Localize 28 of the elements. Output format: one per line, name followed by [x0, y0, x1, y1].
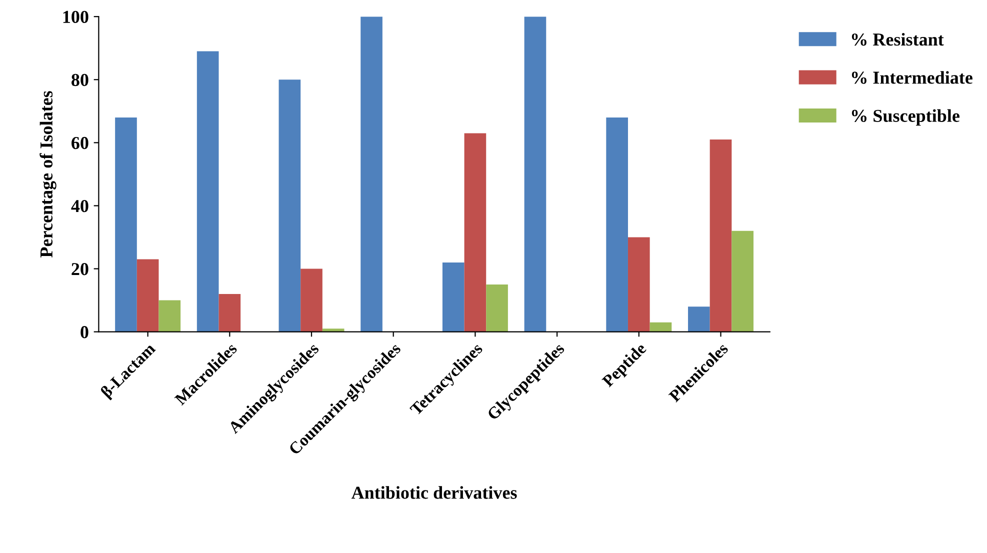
- bar: [732, 230, 754, 332]
- y-axis-title: Percentage of Isolates: [40, 91, 56, 258]
- y-tick-label: 60: [72, 136, 88, 150]
- y-tick-label: 80: [72, 74, 88, 86]
- bar: [300, 268, 322, 332]
- bar: [136, 259, 159, 332]
- y-tick-label: 0: [80, 326, 88, 338]
- bar: [628, 237, 650, 332]
- bar: [196, 51, 219, 332]
- legend-label: % Susceptible: [852, 109, 960, 126]
- y-tick-label: 20: [72, 263, 88, 276]
- bar: [278, 80, 301, 332]
- bar: [486, 284, 508, 332]
- bar: [710, 140, 732, 332]
- y-tick-label: 100: [63, 10, 88, 24]
- x-axis-title: Antibiotic derivatives: [351, 486, 517, 499]
- bar: [158, 300, 181, 332]
- bar: [218, 294, 241, 332]
- bar: [464, 133, 486, 332]
- legend-label: % Resistant: [852, 32, 944, 46]
- bar: [360, 16, 382, 332]
- y-tick-label: 40: [71, 200, 88, 212]
- bar: [606, 117, 628, 332]
- legend-label: % Intermediate: [852, 71, 972, 84]
- bar: [442, 262, 464, 332]
- bar: [115, 117, 137, 332]
- bar: [688, 306, 710, 332]
- bar: [524, 16, 546, 332]
